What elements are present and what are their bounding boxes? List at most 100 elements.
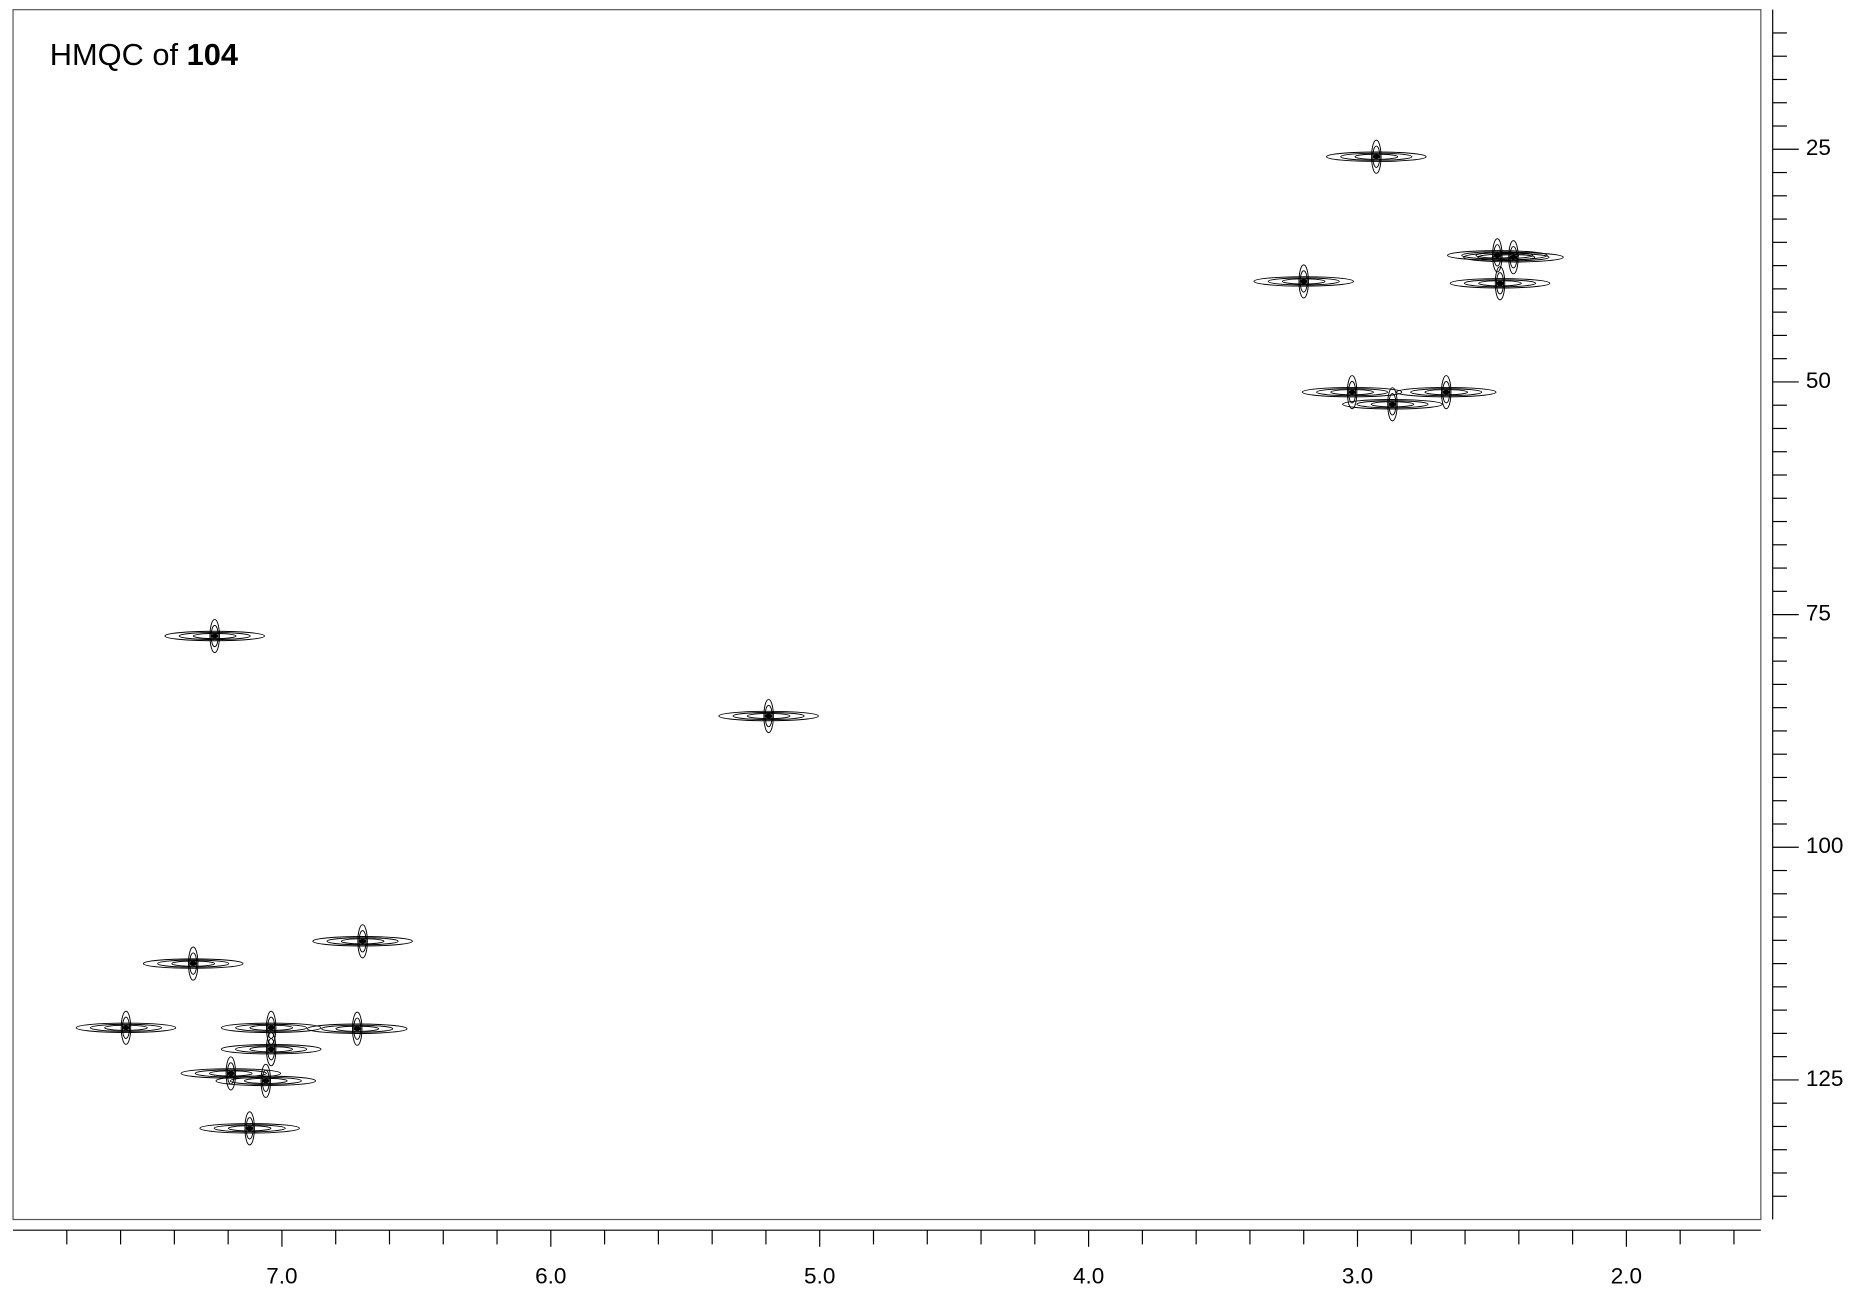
contour: [1395, 386, 1497, 398]
cross-peak: [1253, 264, 1354, 299]
peak-center: [227, 1071, 235, 1076]
contour: [312, 936, 413, 947]
peak-center: [262, 1078, 270, 1084]
contour: [1478, 280, 1522, 287]
cross-peak: [1301, 375, 1403, 410]
contour: [1316, 388, 1389, 397]
peak-center: [1372, 154, 1380, 160]
peak-center: [246, 1125, 254, 1131]
peak-center: [122, 1025, 130, 1031]
contour: [1267, 277, 1340, 286]
cross-peak: [306, 1011, 408, 1046]
cross-peak: [1326, 139, 1427, 174]
contour: [235, 1023, 308, 1032]
contour: [1342, 399, 1443, 410]
peak-center: [1300, 279, 1308, 284]
cross-peak: [75, 1010, 177, 1045]
contour: [227, 1125, 272, 1132]
contour: [306, 1023, 408, 1034]
contour: [249, 1024, 293, 1031]
x-tick-label: 7.0: [266, 1264, 297, 1289]
contour: [1356, 400, 1429, 409]
contour: [340, 938, 385, 945]
title-text: HMQC of: [50, 37, 179, 72]
contour: [199, 1123, 300, 1134]
x-tick-label: 6.0: [535, 1264, 566, 1289]
contour: [180, 1068, 282, 1079]
contour: [1346, 375, 1358, 410]
peak-center: [353, 1026, 361, 1032]
contour: [75, 1022, 177, 1034]
contour: [164, 630, 265, 642]
x-tick-label: 4.0: [1073, 1264, 1104, 1289]
contour: [187, 946, 199, 981]
cross-peak: [1463, 240, 1564, 275]
contour: [1463, 279, 1537, 288]
x-tick-label: 5.0: [804, 1264, 835, 1289]
cross-peak: [164, 618, 265, 654]
contour: [1326, 151, 1427, 162]
contour: [1491, 254, 1536, 261]
chart-title: HMQC of 104: [50, 37, 238, 72]
contour: [718, 710, 819, 722]
contour: [1340, 152, 1413, 161]
peak-center: [1388, 401, 1397, 407]
contour: [178, 631, 251, 641]
contour: [260, 1063, 272, 1098]
peak-center: [211, 633, 219, 639]
contour: [746, 712, 791, 720]
cross-peak: [718, 698, 819, 734]
contour: [335, 1025, 380, 1032]
contour: [1410, 388, 1483, 397]
contour: [1441, 375, 1452, 410]
cross-peak: [180, 1056, 282, 1091]
peak-center: [1348, 389, 1356, 395]
contour: [157, 959, 230, 968]
contour: [1371, 139, 1382, 174]
contour: [1298, 264, 1309, 299]
contour: [192, 632, 237, 640]
cross-peak: [142, 946, 244, 981]
contour: [209, 1070, 253, 1077]
contour: [209, 618, 220, 654]
contour: [220, 1043, 322, 1055]
y-tick-label: 25: [1806, 135, 1831, 160]
contour: [732, 712, 805, 721]
cross-peak: [220, 1010, 322, 1045]
contour: [235, 1045, 308, 1054]
contour: [1477, 253, 1550, 262]
contour: [225, 1056, 237, 1091]
contour: [763, 698, 774, 734]
peak-center: [359, 938, 367, 944]
contour: [243, 1077, 288, 1084]
peak-center: [765, 713, 773, 719]
contour: [229, 1076, 302, 1085]
peak-center: [1442, 389, 1450, 395]
contour: [326, 937, 399, 946]
contour: [244, 1111, 255, 1146]
contour: [249, 1046, 293, 1053]
contour: [194, 1069, 267, 1078]
peak-center: [189, 961, 197, 966]
y-tick-label: 50: [1806, 368, 1831, 393]
plot-frame: [12, 9, 1762, 1221]
peak-center: [267, 1046, 275, 1052]
x-tick-label: 3.0: [1342, 1264, 1373, 1289]
contour: [1508, 240, 1519, 275]
contour: [265, 1032, 277, 1067]
contour: [1354, 153, 1399, 160]
cross-peak: [199, 1111, 300, 1146]
contour: [1301, 386, 1403, 398]
contour: [1387, 387, 1398, 422]
contour: [89, 1023, 162, 1032]
peak-center: [267, 1025, 275, 1031]
contour: [352, 1011, 363, 1046]
y-tick-label: 75: [1806, 601, 1831, 626]
contour: [1330, 389, 1374, 396]
contour: [171, 960, 215, 967]
contour: [1281, 278, 1326, 285]
cross-peak: [1395, 375, 1497, 410]
peak-center: [1496, 280, 1504, 286]
cross-peak: [215, 1063, 317, 1098]
